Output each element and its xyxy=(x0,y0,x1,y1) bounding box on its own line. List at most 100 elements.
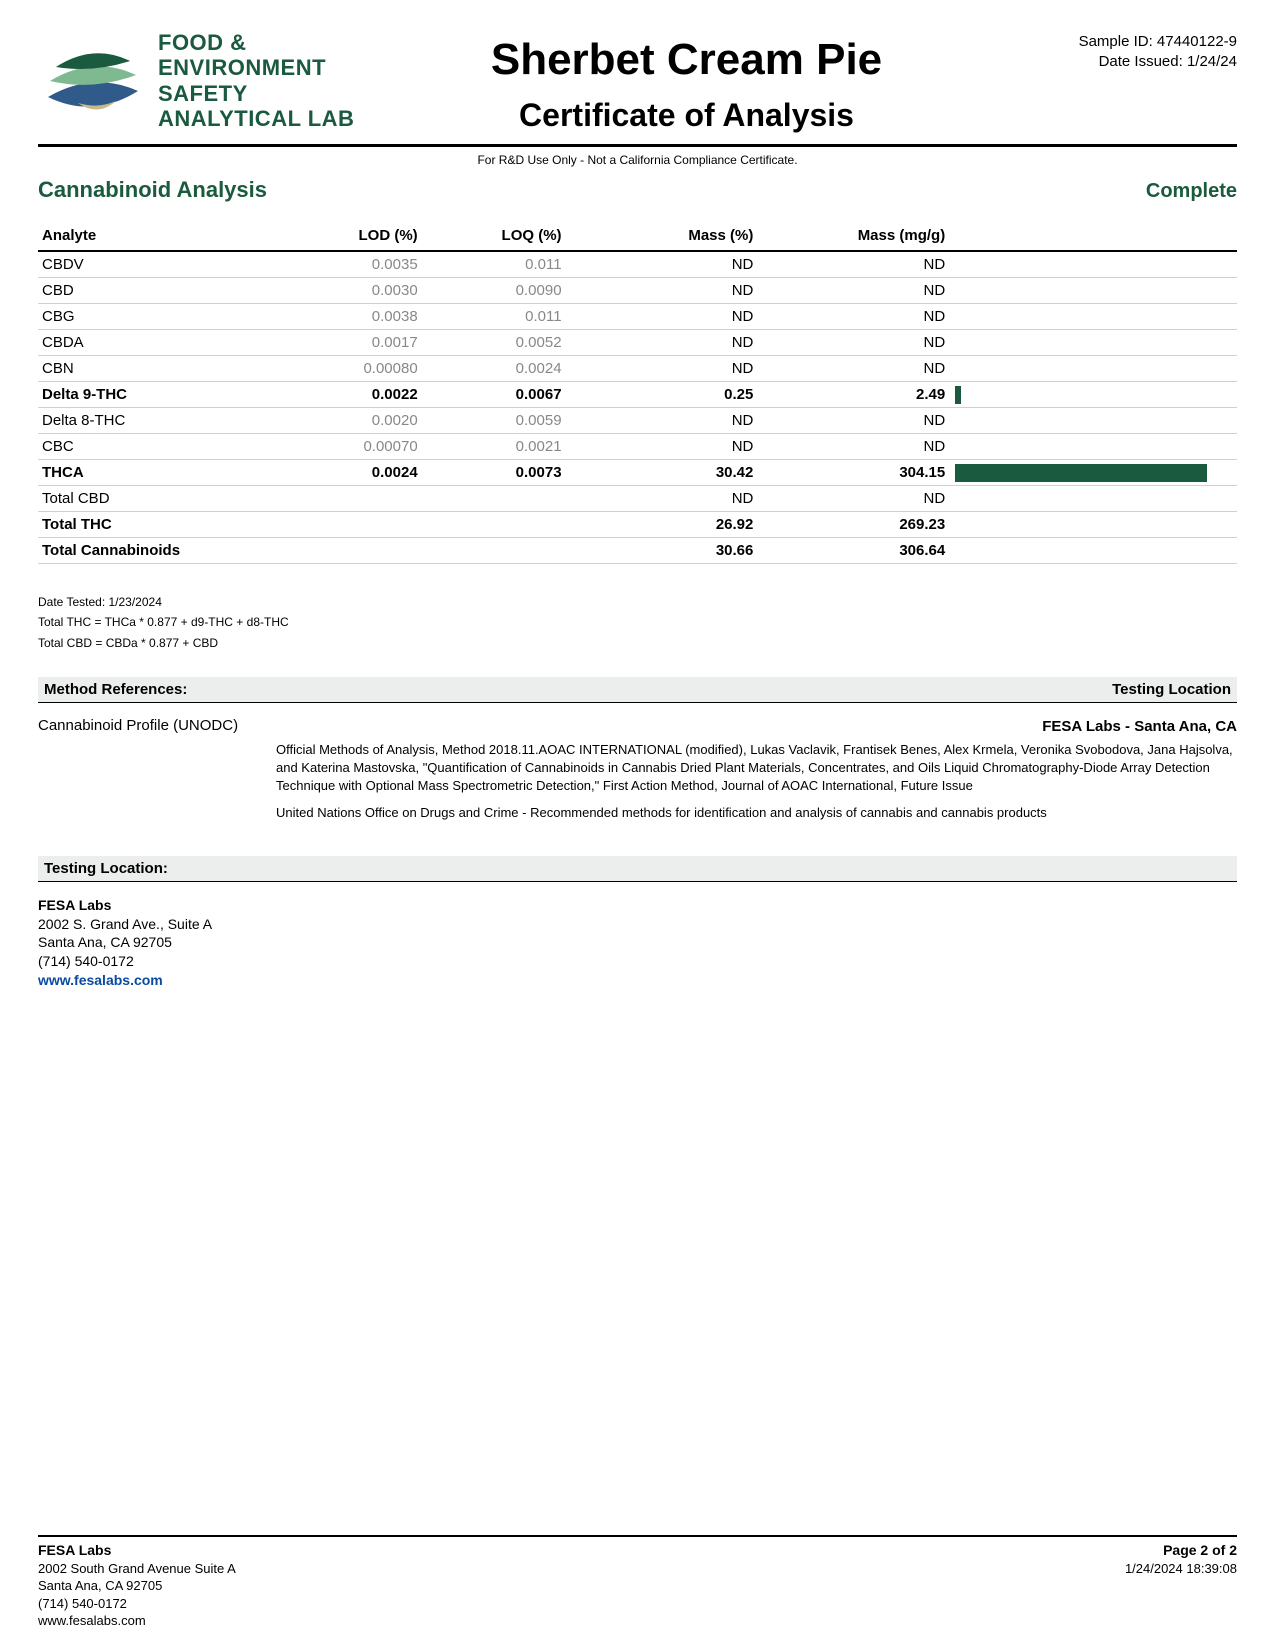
method-location: FESA Labs - Santa Ana, CA xyxy=(276,717,1237,737)
cell-mass-pct: ND xyxy=(566,251,758,278)
cell-mass-mgg: ND xyxy=(757,486,949,512)
table-row: CBD0.00300.0090NDND xyxy=(38,278,1237,304)
cell-analyte: CBN xyxy=(38,356,278,382)
cell-loq: 0.0052 xyxy=(422,330,566,356)
table-row: CBC0.000700.0021NDND xyxy=(38,434,1237,460)
testing-location-label: Testing Location xyxy=(1112,681,1231,698)
testing-location-heading: Testing Location: xyxy=(44,860,168,877)
table-row: Total THC26.92269.23 xyxy=(38,512,1237,538)
cell-mass-pct: ND xyxy=(566,434,758,460)
cell-mass-mgg: ND xyxy=(757,356,949,382)
notes-block: Date Tested: 1/23/2024 Total THC = THCa … xyxy=(38,592,1237,653)
cell-lod: 0.0024 xyxy=(278,460,422,486)
cell-analyte: Total CBD xyxy=(38,486,278,512)
cell-loq: 0.0021 xyxy=(422,434,566,460)
lab-addr2: Santa Ana, CA 92705 xyxy=(38,933,1237,952)
cell-mass-mgg: 269.23 xyxy=(757,512,949,538)
lab-url[interactable]: www.fesalabs.com xyxy=(38,971,1237,990)
cell-lod xyxy=(278,486,422,512)
cell-analyte: CBG xyxy=(38,304,278,330)
cell-lod xyxy=(278,538,422,564)
col-lod: LOD (%) xyxy=(278,221,422,251)
cell-mass-pct: 0.25 xyxy=(566,382,758,408)
cell-mass-mgg: ND xyxy=(757,251,949,278)
cell-loq: 0.0073 xyxy=(422,460,566,486)
cell-loq xyxy=(422,512,566,538)
cell-mass-mgg: ND xyxy=(757,278,949,304)
address-block: FESA Labs 2002 S. Grand Ave., Suite A Sa… xyxy=(38,896,1237,990)
date-tested: Date Tested: 1/23/2024 xyxy=(38,592,1237,612)
col-mass-mgg: Mass (mg/g) xyxy=(757,221,949,251)
cell-mass-pct: ND xyxy=(566,278,758,304)
cell-bar xyxy=(949,304,1237,330)
cell-mass-mgg: 2.49 xyxy=(757,382,949,408)
cell-loq: 0.011 xyxy=(422,251,566,278)
footer-left: FESA Labs 2002 South Grand Avenue Suite … xyxy=(38,1541,236,1630)
footer-timestamp: 1/24/2024 18:39:08 xyxy=(1125,1560,1237,1578)
cell-mass-pct: 30.42 xyxy=(566,460,758,486)
value-bar xyxy=(955,464,1207,482)
cell-analyte: THCA xyxy=(38,460,278,486)
status-badge: Complete xyxy=(1146,180,1237,203)
meta-block: Sample ID: 47440122-9 Date Issued: 1/24/… xyxy=(1079,30,1237,73)
cell-bar xyxy=(949,382,1237,408)
value-bar xyxy=(955,386,961,404)
cell-mass-pct: ND xyxy=(566,408,758,434)
cell-lod: 0.0017 xyxy=(278,330,422,356)
cell-lod: 0.0022 xyxy=(278,382,422,408)
page-footer: FESA Labs 2002 South Grand Avenue Suite … xyxy=(38,1535,1237,1630)
table-row: THCA0.00240.007330.42304.15 xyxy=(38,460,1237,486)
method-references-label: Method References: xyxy=(44,681,187,698)
table-header-row: Analyte LOD (%) LOQ (%) Mass (%) Mass (m… xyxy=(38,221,1237,251)
section-title: Cannabinoid Analysis xyxy=(38,177,267,203)
lab-name: FESA Labs xyxy=(38,896,1237,915)
method-p2: United Nations Office on Drugs and Crime… xyxy=(276,804,1237,822)
cell-analyte: CBD xyxy=(38,278,278,304)
cell-lod: 0.00070 xyxy=(278,434,422,460)
table-row: CBN0.000800.0024NDND xyxy=(38,356,1237,382)
sample-id: Sample ID: 47440122-9 xyxy=(1079,32,1237,52)
lab-logo-icon xyxy=(38,31,148,131)
table-row: CBDV0.00350.011NDND xyxy=(38,251,1237,278)
cell-lod: 0.0020 xyxy=(278,408,422,434)
table-row: Delta 8-THC0.00200.0059NDND xyxy=(38,408,1237,434)
cell-mass-mgg: 306.64 xyxy=(757,538,949,564)
footer-lab: FESA Labs xyxy=(38,1541,236,1560)
cell-bar xyxy=(949,460,1237,486)
footer-addr1: 2002 South Grand Avenue Suite A xyxy=(38,1560,236,1578)
cell-analyte: Delta 8-THC xyxy=(38,408,278,434)
cell-analyte: CBDV xyxy=(38,251,278,278)
date-issued: Date Issued: 1/24/24 xyxy=(1079,52,1237,72)
cell-analyte: CBDA xyxy=(38,330,278,356)
cell-loq: 0.0090 xyxy=(422,278,566,304)
cell-bar xyxy=(949,538,1237,564)
cell-mass-pct: ND xyxy=(566,304,758,330)
footer-addr2: Santa Ana, CA 92705 xyxy=(38,1577,236,1595)
total-cbd-formula: Total CBD = CBDa * 0.877 + CBD xyxy=(38,633,1237,653)
cell-analyte: Total Cannabinoids xyxy=(38,538,278,564)
cell-bar xyxy=(949,330,1237,356)
cell-bar xyxy=(949,434,1237,460)
table-row: Total Cannabinoids30.66306.64 xyxy=(38,538,1237,564)
table-row: CBDA0.00170.0052NDND xyxy=(38,330,1237,356)
cell-mass-mgg: ND xyxy=(757,330,949,356)
cell-loq: 0.0059 xyxy=(422,408,566,434)
cell-mass-pct: ND xyxy=(566,330,758,356)
cell-mass-pct: ND xyxy=(566,356,758,382)
method-block: Cannabinoid Profile (UNODC) FESA Labs - … xyxy=(38,717,1237,831)
cell-mass-mgg: 304.15 xyxy=(757,460,949,486)
section-header: Cannabinoid Analysis Complete xyxy=(38,177,1237,203)
cell-loq: 0.0067 xyxy=(422,382,566,408)
analyte-table: Analyte LOD (%) LOQ (%) Mass (%) Mass (m… xyxy=(38,221,1237,564)
table-row: Total CBDNDND xyxy=(38,486,1237,512)
sample-title: Sherbet Cream Pie xyxy=(294,35,1078,85)
cell-loq: 0.0024 xyxy=(422,356,566,382)
method-profile: Cannabinoid Profile (UNODC) xyxy=(38,717,248,831)
table-row: CBG0.00380.011NDND xyxy=(38,304,1237,330)
cell-lod xyxy=(278,512,422,538)
cell-bar xyxy=(949,251,1237,278)
footer-right: Page 2 of 2 1/24/2024 18:39:08 xyxy=(1125,1541,1237,1630)
cell-lod: 0.0030 xyxy=(278,278,422,304)
col-mass-pct: Mass (%) xyxy=(566,221,758,251)
total-thc-formula: Total THC = THCa * 0.877 + d9-THC + d8-T… xyxy=(38,612,1237,632)
